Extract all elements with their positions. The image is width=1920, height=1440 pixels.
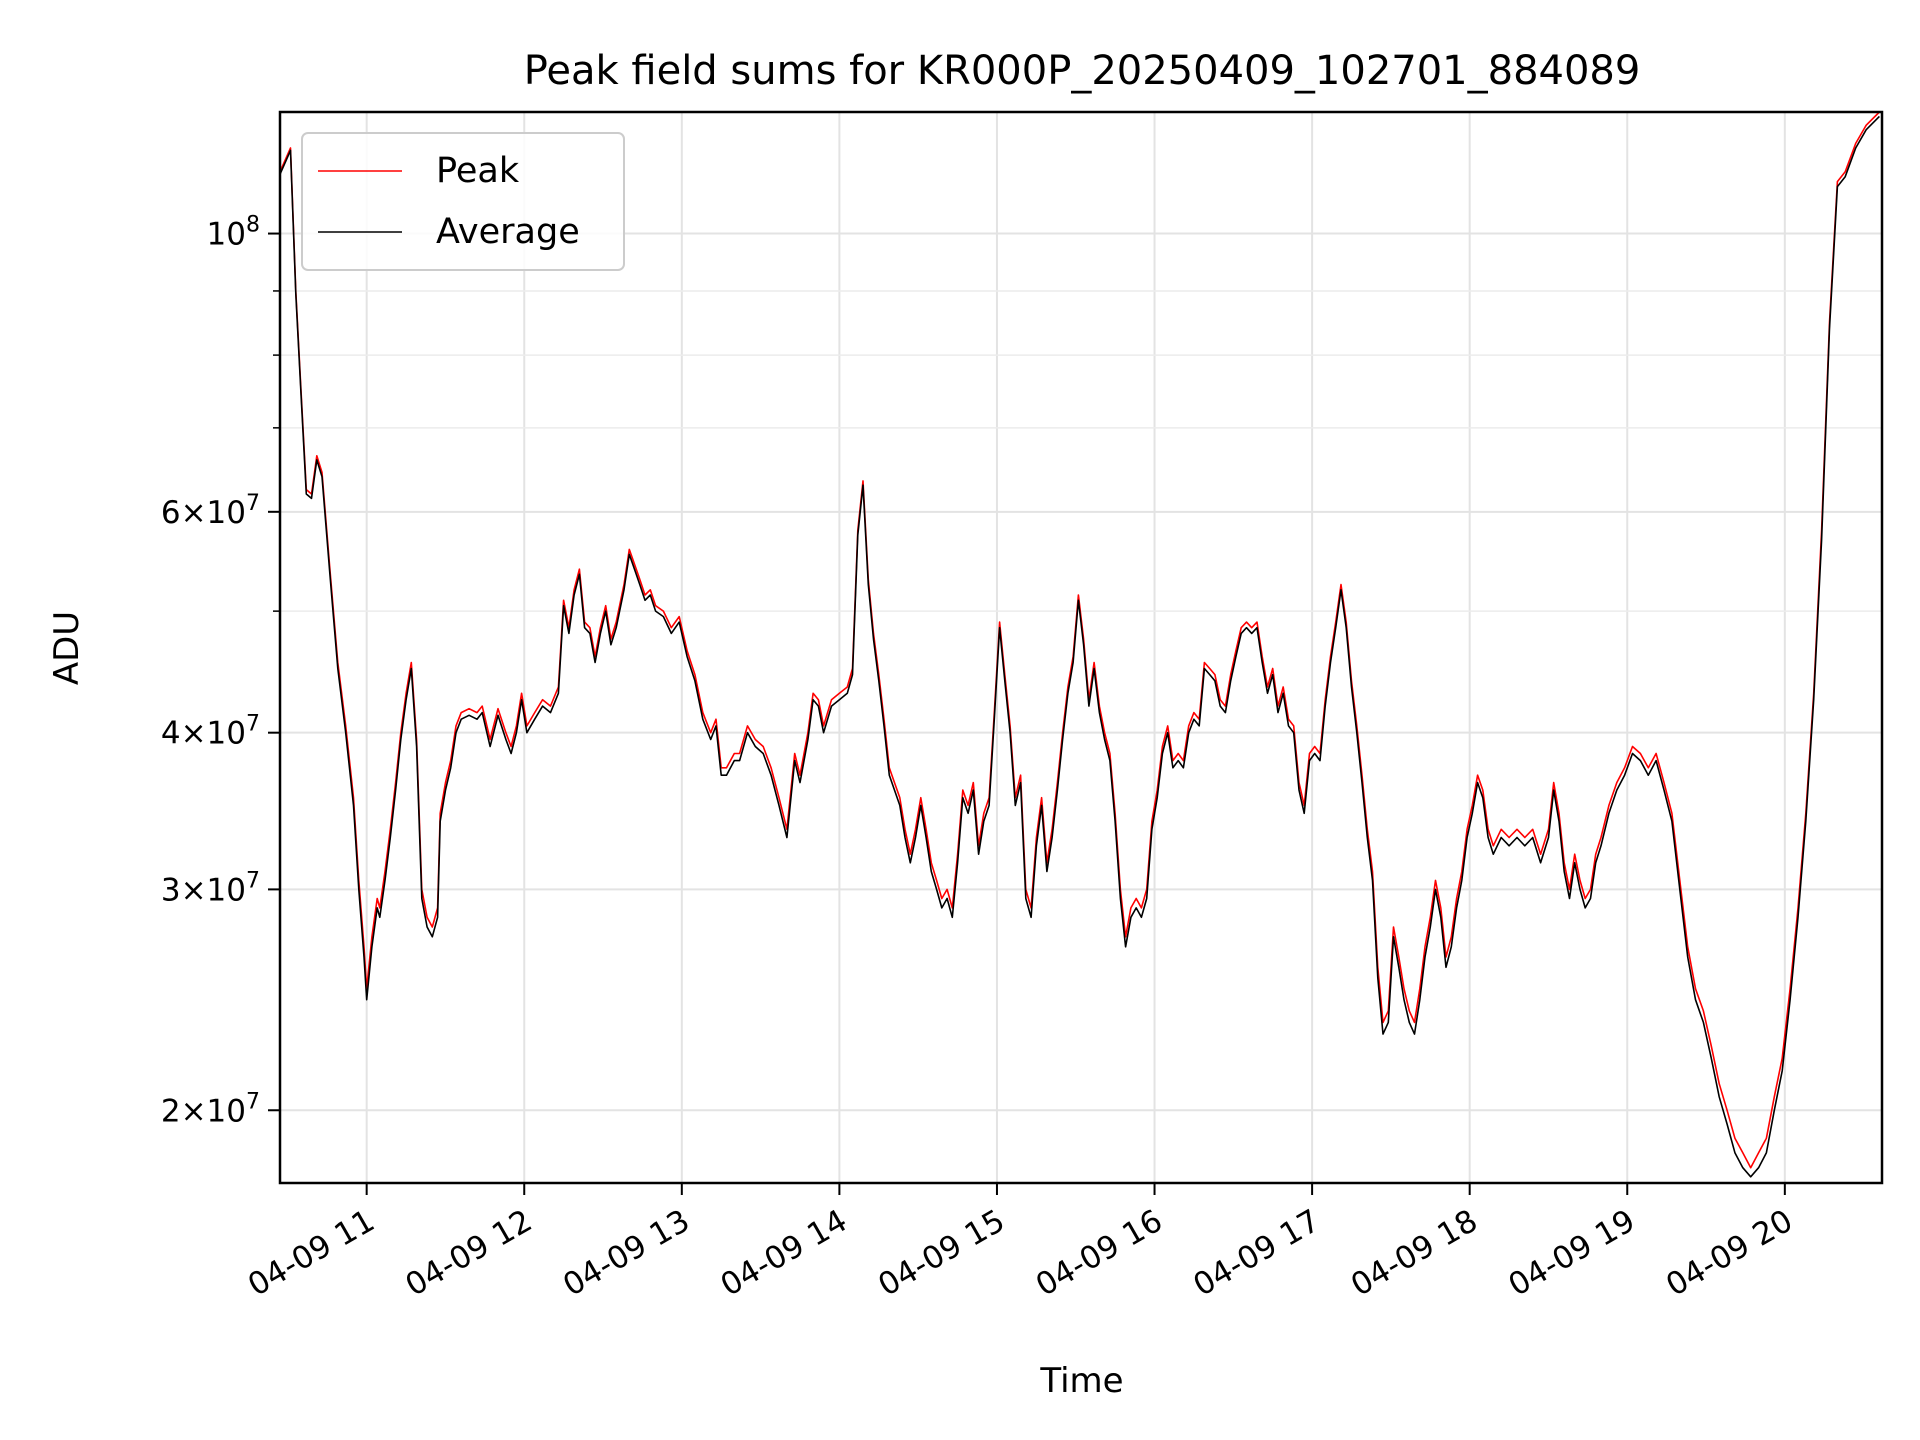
x-tick-label: 04-09 15 <box>872 1203 1011 1304</box>
legend: Peak Average <box>301 132 625 271</box>
x-tick-label: 04-09 16 <box>1030 1203 1169 1304</box>
x-tick-label: 04-09 13 <box>557 1203 696 1304</box>
legend-box <box>301 132 625 271</box>
grid <box>280 112 1882 1183</box>
y-tick-label: 3×107 <box>161 868 260 908</box>
x-tick-label: 04-09 19 <box>1503 1203 1642 1304</box>
y-axis: 2×107 3×107 4×107 6×107 108 <box>161 213 280 1129</box>
series-layer <box>279 111 1880 1178</box>
y-axis-label: ADU <box>47 611 87 685</box>
x-tick-label: 04-09 18 <box>1345 1203 1484 1304</box>
x-tick-label: 04-09 12 <box>400 1203 539 1304</box>
x-tick-label: 04-09 17 <box>1187 1203 1326 1304</box>
y-tick-label: 2×107 <box>161 1089 260 1129</box>
x-axis-label: Time <box>1039 1361 1123 1401</box>
x-tick-label: 04-09 14 <box>715 1203 854 1304</box>
y-tick-label: 108 <box>207 213 260 253</box>
chart-title: Peak field sums for KR000P_20250409_1027… <box>524 48 1641 94</box>
series-line-average <box>279 115 1880 1178</box>
plot-frame <box>278 110 1884 1185</box>
x-tick-label: 04-09 11 <box>242 1203 381 1304</box>
x-tick-label: 04-09 20 <box>1660 1203 1799 1304</box>
legend-label-peak: Peak <box>436 151 520 191</box>
legend-label-average: Average <box>436 212 580 252</box>
y-tick-label: 6×107 <box>161 491 260 531</box>
y-tick-label: 4×107 <box>161 712 260 752</box>
x-axis: 04-09 11 04-09 12 04-09 13 04-09 14 04-09 15… <box>242 1183 1799 1304</box>
